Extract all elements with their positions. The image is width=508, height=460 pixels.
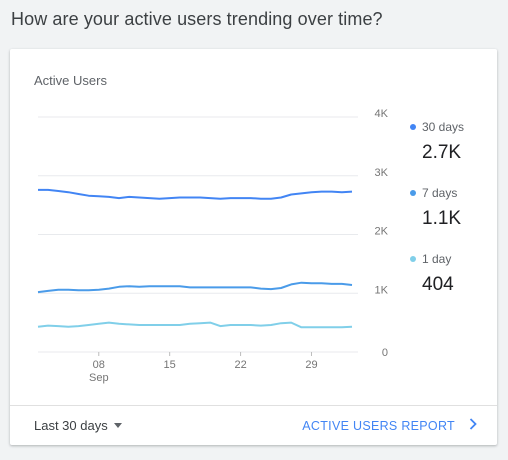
x-tick-label: 22 xyxy=(234,359,246,371)
x-tick-label: 29 xyxy=(305,359,317,371)
x-tick-label: 08 xyxy=(93,359,105,371)
legend-label: 7 days xyxy=(422,186,458,200)
legend-dot-icon xyxy=(410,190,416,196)
legend-item-7-days: 7 days 1.1K xyxy=(410,186,490,230)
legend-item-1-day: 1 day 404 xyxy=(410,252,490,296)
card-divider xyxy=(10,405,497,406)
y-tick-label: 1K xyxy=(375,284,389,296)
legend-label: 30 days xyxy=(422,120,465,134)
series-line-1-day xyxy=(37,321,353,329)
caret-down-icon xyxy=(113,423,122,428)
legend-value: 1.1K xyxy=(422,208,462,229)
y-tick-label: 2K xyxy=(375,226,389,238)
date-range-label: Last 30 days xyxy=(34,418,108,433)
legend-label: 1 day xyxy=(422,252,452,266)
y-tick-label: 0 xyxy=(382,347,388,359)
series-line-30-days xyxy=(38,188,353,200)
y-tick-label: 3K xyxy=(375,167,389,179)
legend-item-30-days: 30 days 2.7K xyxy=(410,120,490,164)
active-users-report-link[interactable]: ACTIVE USERS REPORT xyxy=(302,418,477,433)
x-tick-sublabel: Sep xyxy=(89,372,109,384)
y-tick-label: 4K xyxy=(375,108,389,120)
legend-value: 404 xyxy=(422,274,454,295)
legend-dot-icon xyxy=(410,256,416,262)
page-heading: How are your active users trending over … xyxy=(11,9,383,29)
series-line-7-days xyxy=(37,281,353,294)
x-tick-label: 15 xyxy=(164,359,176,371)
active-users-card: 4K 3K 2K 1K 0 08 Sep 15 22 29 Active Users 30 day… xyxy=(10,49,497,445)
legend-value: 2.7K xyxy=(422,142,462,163)
card-title: Active Users xyxy=(34,73,107,88)
report-link-label: ACTIVE USERS REPORT xyxy=(302,418,455,433)
date-range-dropdown[interactable]: Last 30 days xyxy=(34,418,122,433)
legend-dot-icon xyxy=(410,124,416,130)
chevron-right-icon xyxy=(469,418,477,433)
